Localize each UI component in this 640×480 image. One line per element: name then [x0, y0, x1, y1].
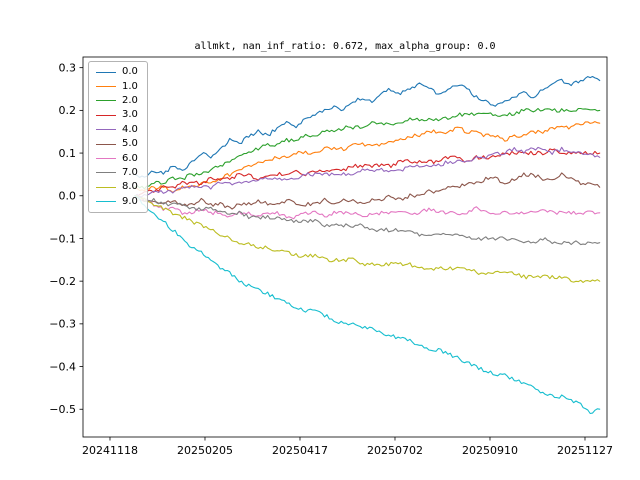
x-tick-label: 20250910 [462, 444, 518, 457]
legend-label: 0.0 [122, 66, 138, 78]
series-line-4.0 [134, 146, 601, 198]
legend-entry-2.0: 2.0 [96, 94, 138, 108]
plot-frame [82, 56, 608, 438]
series-line-1.0 [134, 121, 601, 193]
legend-entry-4.0: 4.0 [96, 123, 138, 137]
legend-entry-5.0: 5.0 [96, 137, 138, 151]
legend-label: 2.0 [122, 94, 138, 106]
legend-line-swatch [96, 100, 116, 102]
legend-line-swatch [96, 158, 116, 160]
legend-line-swatch [96, 172, 116, 174]
legend-label: 5.0 [122, 138, 138, 150]
legend-label: 6.0 [122, 152, 138, 164]
series-line-7.0 [134, 195, 601, 246]
legend-entry-9.0: 9.0 [96, 195, 138, 209]
legend-label: 1.0 [122, 80, 138, 92]
legend-line-swatch [96, 71, 116, 73]
x-tick-label: 20250702 [367, 444, 423, 457]
y-tick-label: −0.4 [49, 360, 76, 373]
series-line-8.0 [134, 195, 601, 283]
series-line-3.0 [134, 148, 601, 197]
legend-entry-8.0: 8.0 [96, 180, 138, 194]
series-line-9.0 [134, 195, 601, 415]
y-tick-label: −0.2 [49, 275, 76, 288]
legend-label: 8.0 [122, 181, 138, 193]
legend-line-swatch [96, 86, 116, 88]
series-line-2.0 [134, 107, 601, 190]
y-tick-label: 0.0 [59, 190, 77, 203]
legend-line-swatch [96, 114, 116, 116]
y-tick-label: −0.3 [49, 318, 76, 331]
legend-line-swatch [96, 201, 116, 203]
legend-entry-6.0: 6.0 [96, 151, 138, 165]
legend-line-swatch [96, 129, 116, 131]
y-tick-label: −0.1 [49, 232, 76, 245]
x-tick-label: 20250205 [177, 444, 233, 457]
x-tick-label: 20251127 [557, 444, 613, 457]
legend-label: 3.0 [122, 109, 138, 121]
legend-entry-3.0: 3.0 [96, 108, 138, 122]
chart-title: allmkt, nan_inf_ratio: 0.672, max_alpha_… [194, 41, 496, 52]
legend-line-swatch [96, 186, 116, 188]
x-tick-label: 20241118 [82, 444, 138, 457]
series-line-0.0 [134, 75, 601, 178]
y-tick-label: −0.5 [49, 403, 76, 416]
series-line-6.0 [134, 195, 601, 220]
legend: 0.0 1.0 2.0 3.0 4.0 5.0 6.0 7.0 8.0 9.0 [88, 61, 148, 213]
legend-entry-0.0: 0.0 [96, 65, 138, 79]
legend-label: 9.0 [122, 195, 138, 207]
x-tick-label: 20250417 [272, 444, 328, 457]
y-tick-label: 0.1 [59, 147, 77, 160]
legend-entry-1.0: 1.0 [96, 79, 138, 93]
y-tick-label: 0.3 [59, 61, 77, 74]
y-tick-label: 0.2 [59, 104, 77, 117]
legend-label: 7.0 [122, 166, 138, 178]
series-line-5.0 [134, 172, 601, 210]
legend-entry-7.0: 7.0 [96, 166, 138, 180]
legend-label: 4.0 [122, 123, 138, 135]
legend-line-swatch [96, 143, 116, 145]
